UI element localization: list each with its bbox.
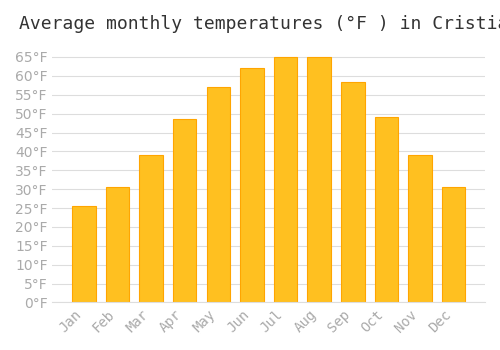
Bar — [341, 82, 364, 302]
Bar — [240, 68, 264, 302]
Bar — [308, 57, 331, 302]
Bar — [442, 187, 466, 302]
Bar — [274, 57, 297, 302]
Bar — [72, 206, 96, 302]
Bar — [106, 187, 130, 302]
Bar — [206, 87, 230, 302]
Bar — [140, 155, 163, 302]
Bar — [374, 117, 398, 302]
Bar — [408, 155, 432, 302]
Bar — [173, 119, 197, 302]
Title: Average monthly temperatures (°F ) in Cristian: Average monthly temperatures (°F ) in Cr… — [18, 15, 500, 33]
